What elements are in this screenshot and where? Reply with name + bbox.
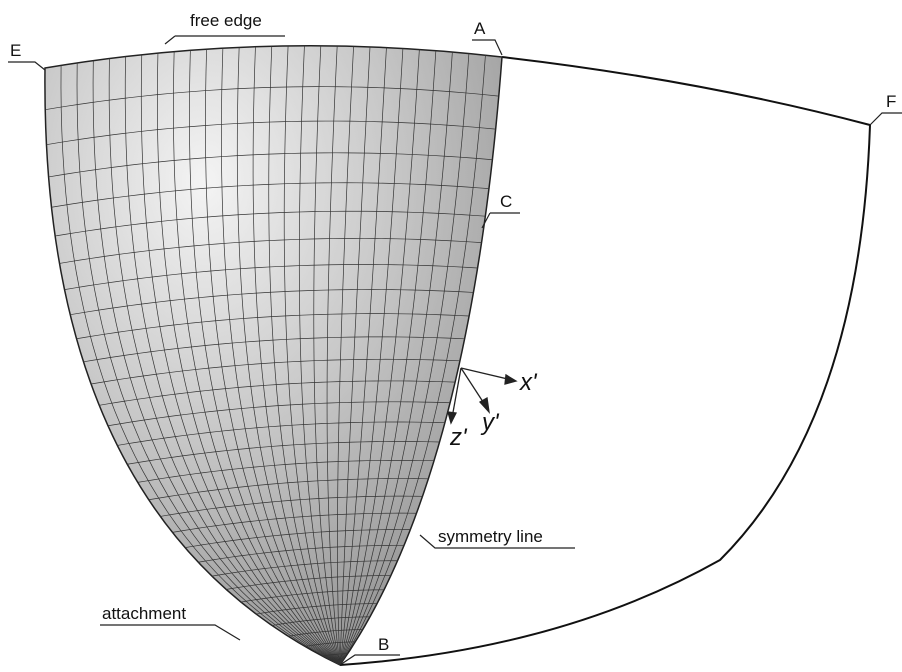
leader [482, 213, 520, 228]
label-C: C [500, 192, 512, 211]
leader [165, 36, 285, 44]
leader [472, 40, 502, 55]
axis-z: z' [449, 424, 468, 451]
label-free-edge: free edge [190, 11, 262, 30]
axis-x: x' [519, 369, 538, 396]
label-A: A [474, 19, 486, 38]
leader [870, 113, 902, 125]
label-symmetry-line: symmetry line [438, 527, 543, 546]
label-F: F [886, 92, 896, 111]
label-E: E [10, 41, 21, 60]
label-B: B [378, 635, 389, 654]
leader [100, 625, 240, 640]
label-attachment: attachment [102, 604, 186, 623]
leader [8, 62, 45, 70]
axis-y: y' [480, 409, 500, 436]
diagram: free edge E A F C symmetry line attachme… [0, 0, 902, 672]
